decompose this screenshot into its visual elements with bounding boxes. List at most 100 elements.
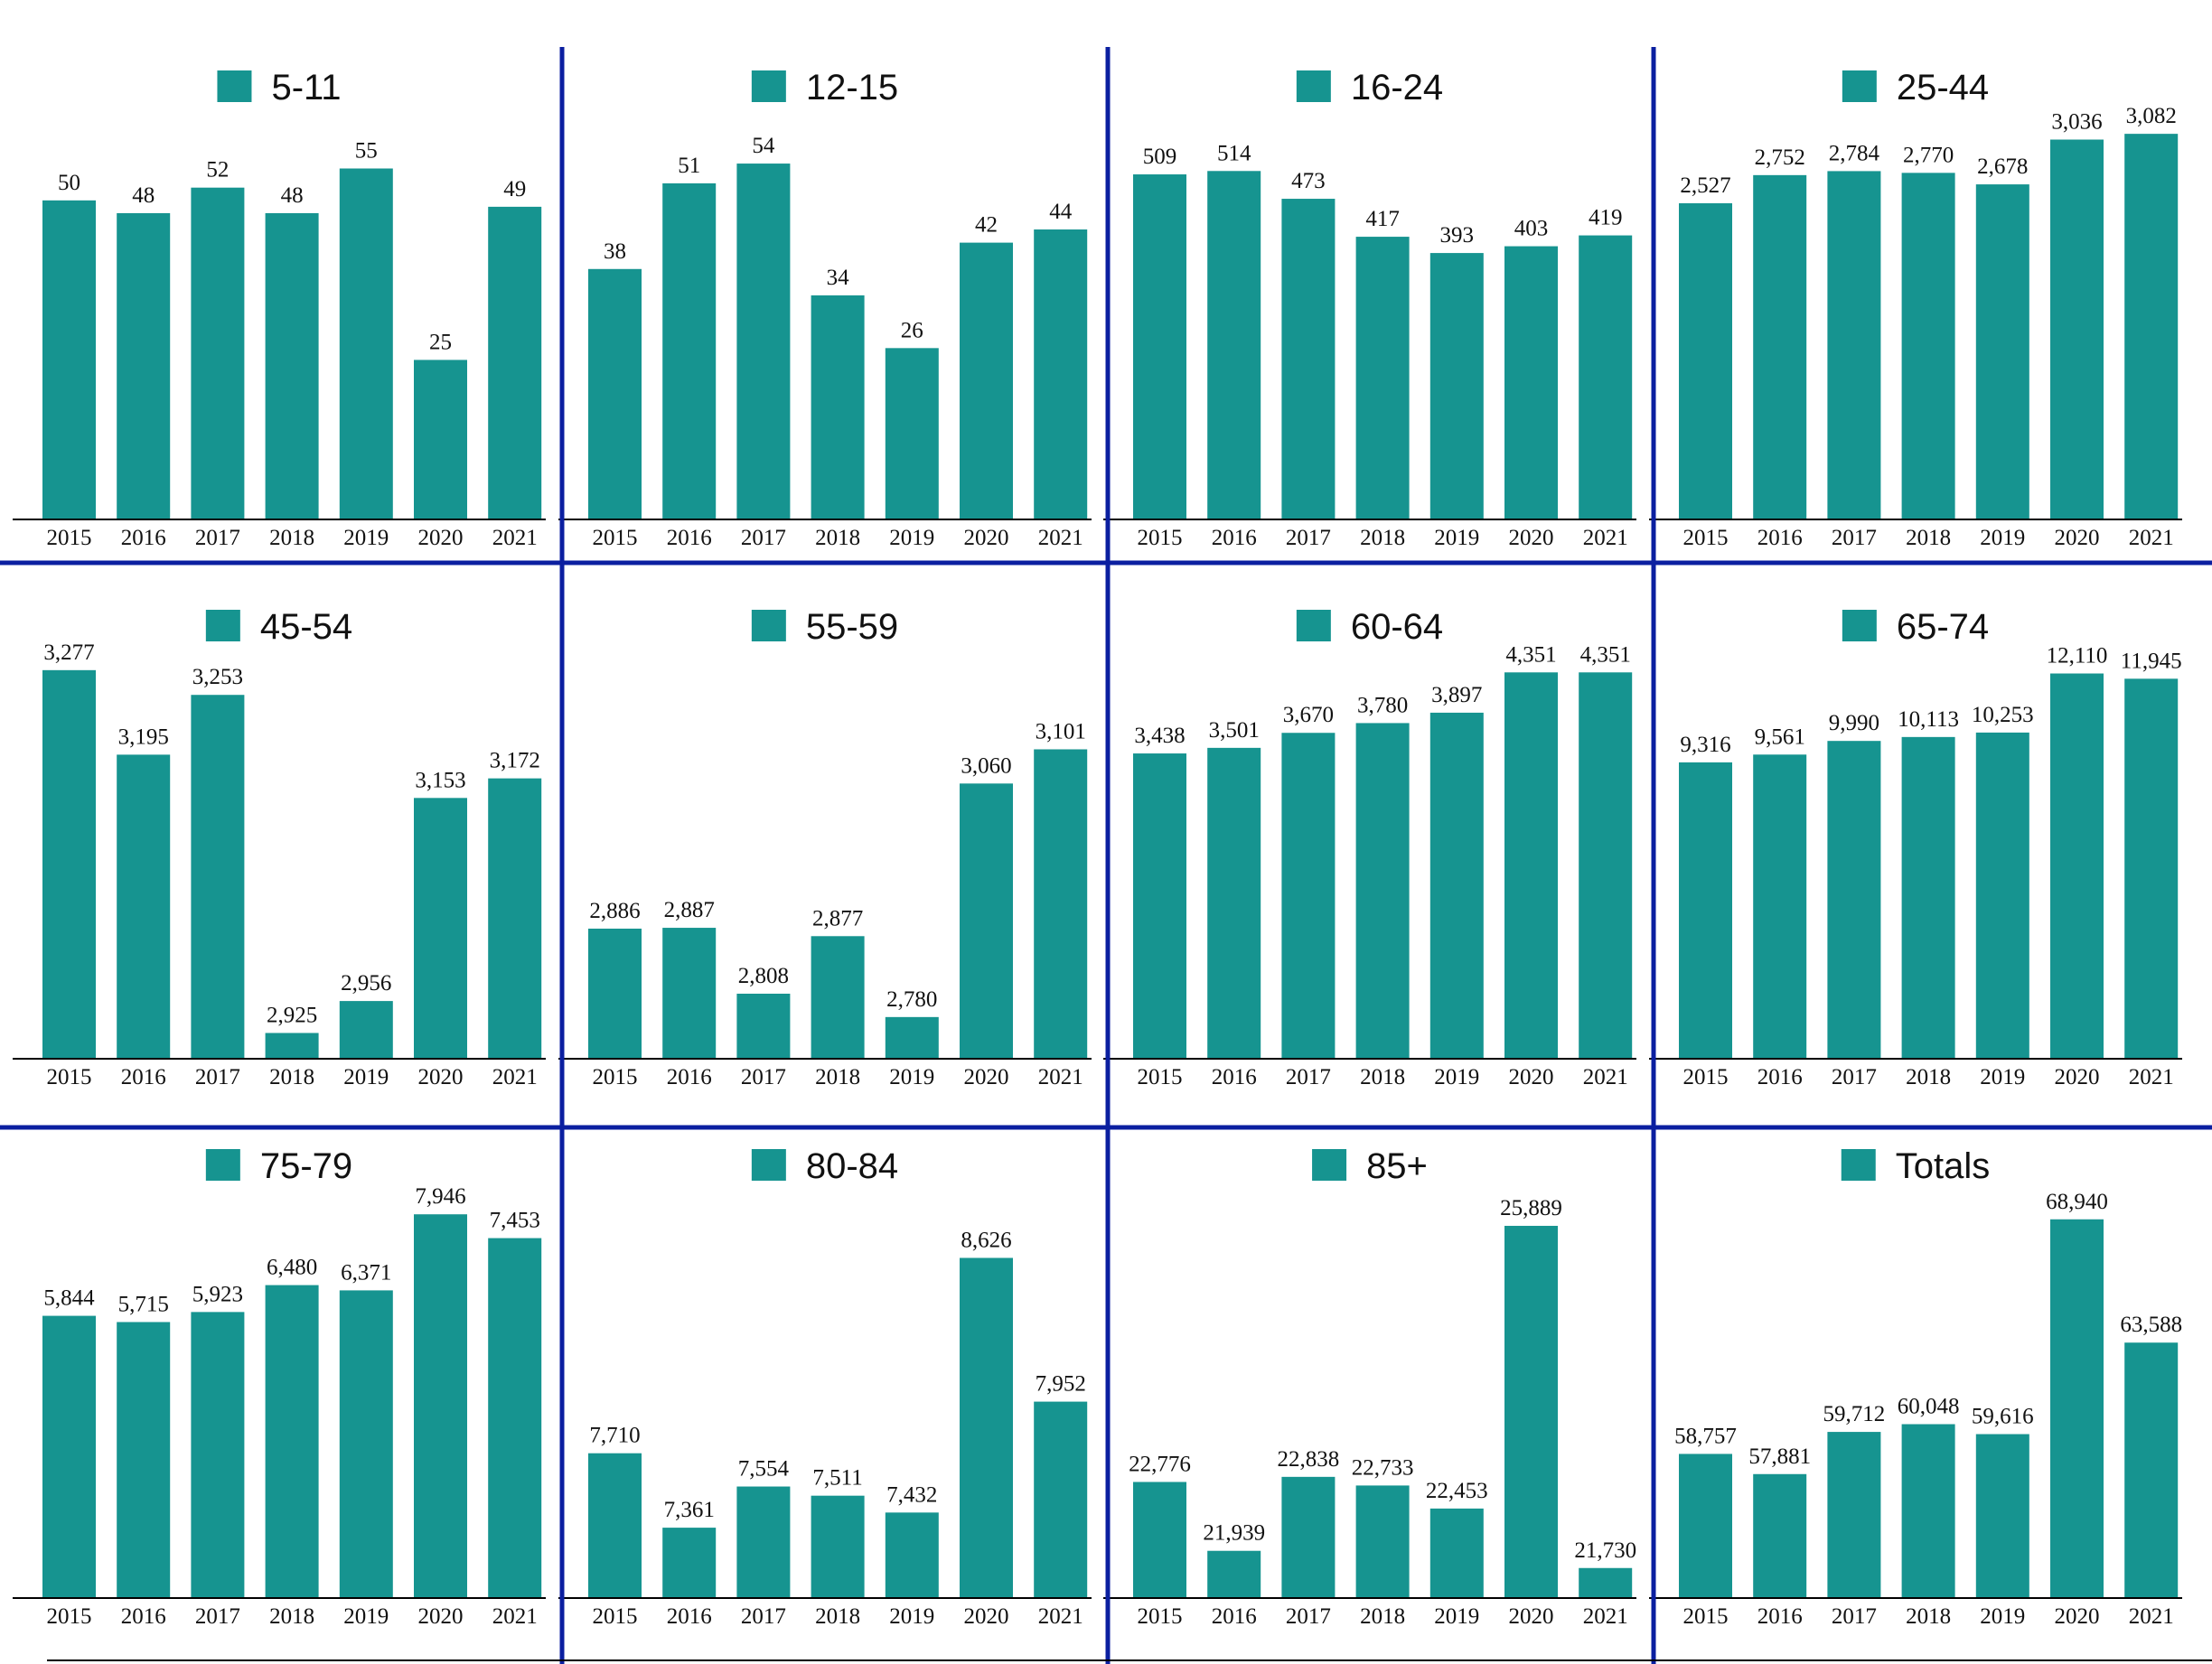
legend-label: 16-24	[1351, 68, 1443, 108]
bar-2020	[414, 798, 467, 1059]
x-tick-label: 2020	[964, 526, 1009, 550]
data-label: 7,946	[415, 1184, 465, 1209]
x-tick-label: 2018	[269, 1065, 314, 1089]
bar-2021	[1034, 749, 1088, 1059]
bar-2021	[488, 1238, 542, 1598]
x-tick-label: 2020	[418, 1065, 464, 1089]
x-tick-label: 2017	[195, 526, 240, 550]
bar-2015	[42, 669, 96, 1059]
bar-2016	[1753, 1473, 1807, 1598]
legend-label: 25-44	[1897, 68, 1989, 108]
data-label: 3,195	[118, 724, 169, 749]
x-tick-label: 2018	[815, 1604, 860, 1629]
x-tick-label: 2020	[1509, 1065, 1554, 1089]
x-tick-label: 2017	[741, 1065, 786, 1089]
chart-panel-75-79: 75-79 5,844 2015 5,715 2016 5,923 2017 6,480 201…	[13, 1146, 546, 1629]
chart-panel-55-59: 55-59 2,886 2015 2,887 2016 2,808 2017 2,877 201…	[558, 607, 1092, 1089]
x-tick-label: 2015	[1138, 1604, 1183, 1629]
x-tick-label: 2018	[815, 1065, 860, 1089]
bar-2017	[736, 164, 791, 520]
x-tick-label: 2021	[1038, 526, 1083, 550]
chart-panel-5-11: 5-11 50 2015 48 2016 52 2017 48 2018 55 2019 25 2020…	[13, 68, 546, 550]
x-tick-label: 2019	[343, 526, 389, 550]
data-label: 44	[1049, 200, 1073, 224]
data-label: 7,432	[886, 1482, 937, 1507]
bar-2018	[811, 1495, 865, 1598]
legend-swatch	[1842, 610, 1877, 641]
data-label: 7,453	[490, 1209, 540, 1233]
x-tick-label: 2019	[343, 1065, 389, 1089]
x-tick-label: 2021	[1038, 1604, 1083, 1629]
data-label: 3,153	[415, 768, 465, 792]
legend-swatch	[1841, 1149, 1876, 1181]
bar-2015	[588, 928, 642, 1059]
bar-2019	[885, 348, 939, 519]
bar-2017	[1827, 1432, 1881, 1598]
data-label: 60,048	[1898, 1395, 1960, 1419]
x-tick-label: 2018	[1906, 1065, 1951, 1089]
x-tick-label: 2019	[1434, 1065, 1479, 1089]
data-label: 3,060	[961, 753, 1011, 778]
data-label: 25	[429, 330, 452, 354]
bar-2016	[117, 754, 171, 1059]
bar-2015	[1133, 753, 1186, 1059]
x-tick-label: 2015	[47, 526, 92, 550]
bar-2017	[736, 1486, 791, 1598]
legend-swatch	[205, 610, 240, 641]
bar-2021	[1034, 1401, 1088, 1598]
bar-2018	[1355, 723, 1410, 1059]
legend-label: 75-79	[260, 1146, 352, 1186]
bar-2016	[1207, 747, 1261, 1059]
data-label: 25,889	[1500, 1196, 1562, 1220]
chart-panel-60-64: 60-64 3,438 2015 3,501 2016 3,670 2017 3,780 201…	[1103, 607, 1636, 1089]
legend-label: 85+	[1366, 1146, 1428, 1186]
bar-2015	[1133, 174, 1186, 520]
x-tick-label: 2015	[1683, 526, 1729, 550]
bar-2015	[1679, 762, 1732, 1059]
data-label: 34	[827, 266, 850, 290]
x-tick-label: 2016	[1757, 1604, 1803, 1629]
x-tick-label: 2021	[1583, 1065, 1628, 1089]
bar-2019	[1975, 1434, 2029, 1598]
bar-2017	[736, 993, 791, 1059]
bar-2018	[1901, 173, 1955, 519]
bar-2017	[1827, 171, 1881, 519]
bar-2018	[1901, 1424, 1955, 1598]
data-label: 419	[1589, 206, 1623, 230]
bar-2015	[42, 1315, 96, 1598]
bar-2021	[488, 206, 542, 519]
data-label: 3,438	[1134, 724, 1185, 748]
data-label: 52	[206, 158, 229, 182]
data-label: 48	[132, 183, 155, 208]
bar-2020	[2050, 1219, 2104, 1598]
x-tick-label: 2020	[964, 1065, 1009, 1089]
legend-swatch	[217, 70, 252, 102]
x-tick-label: 2018	[269, 526, 314, 550]
data-label: 2,886	[589, 899, 640, 923]
data-label: 7,554	[738, 1457, 790, 1482]
data-label: 10,253	[1972, 703, 2034, 727]
x-tick-label: 2017	[1286, 526, 1331, 550]
bar-2017	[1827, 741, 1881, 1059]
data-label: 4,351	[1505, 642, 1556, 667]
data-label: 3,036	[2051, 110, 2102, 135]
data-label: 2,956	[341, 971, 391, 996]
bar-2015	[1679, 203, 1732, 519]
x-tick-label: 2021	[2129, 1065, 2174, 1089]
data-label: 68,940	[2046, 1190, 2108, 1214]
bar-2020	[960, 1257, 1013, 1598]
data-label: 48	[281, 183, 304, 208]
x-tick-label: 2015	[593, 1065, 638, 1089]
x-tick-label: 2017	[1286, 1604, 1331, 1629]
bar-2021	[488, 778, 542, 1059]
chart-panel-25-44: 25-44 2,527 2015 2,752 2016 2,784 2017 2,770 201…	[1649, 68, 2182, 550]
data-label: 9,561	[1755, 724, 1805, 749]
bar-2018	[811, 936, 865, 1059]
data-label: 59,616	[1972, 1405, 2034, 1429]
x-tick-label: 2021	[492, 1604, 538, 1629]
x-tick-label: 2021	[2129, 1604, 2174, 1629]
data-label: 3,897	[1431, 683, 1482, 707]
bar-2016	[117, 1322, 171, 1598]
data-label: 3,172	[490, 749, 540, 773]
